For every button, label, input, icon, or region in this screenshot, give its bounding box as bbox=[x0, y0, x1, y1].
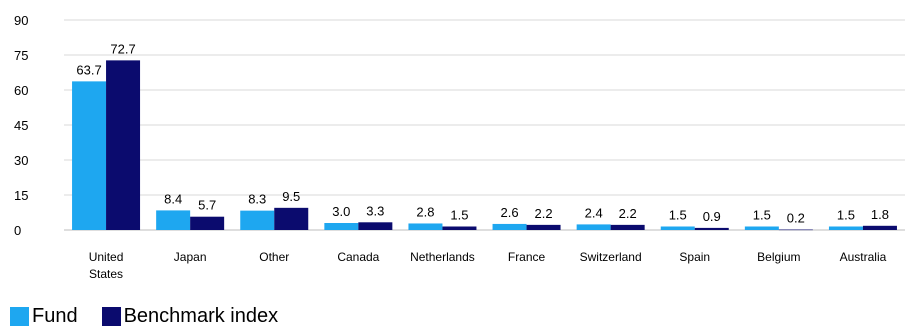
x-tick-label: Belgium bbox=[757, 250, 800, 264]
fund-bar bbox=[660, 226, 695, 230]
benchmark-bar bbox=[694, 227, 729, 230]
legend-label-fund: Fund bbox=[32, 304, 78, 327]
legend: Fund Benchmark index bbox=[10, 305, 302, 327]
benchmark-bar bbox=[274, 207, 309, 230]
benchmark-bar bbox=[778, 229, 813, 231]
x-tick-label: France bbox=[508, 250, 546, 264]
fund-data-label: 63.7 bbox=[76, 62, 101, 77]
bar-chart: 0 15 30 45 60 75 90 63.7 72.7 8.4 5.7 8.3 9.5 3.0 3.3… bbox=[14, 13, 905, 281]
benchmark-bar bbox=[526, 224, 561, 230]
bars bbox=[72, 60, 897, 231]
benchmark-data-label: 3.3 bbox=[366, 203, 384, 218]
x-axis: United States Japan Other Canada Netherlands F… bbox=[89, 250, 887, 281]
x-tick-label: Australia bbox=[840, 250, 887, 264]
fund-bar bbox=[828, 226, 863, 230]
fund-bar bbox=[744, 226, 779, 230]
y-tick-label: 90 bbox=[14, 13, 28, 28]
fund-data-label: 8.3 bbox=[248, 192, 266, 207]
gridlines bbox=[64, 19, 905, 231]
x-tick-label: Switzerland bbox=[580, 250, 642, 264]
x-tick-label: Japan bbox=[174, 250, 207, 264]
y-axis: 0 15 30 45 60 75 90 bbox=[14, 13, 28, 238]
fund-bar bbox=[576, 224, 611, 230]
fund-data-label: 1.5 bbox=[753, 208, 771, 223]
benchmark-data-label: 9.5 bbox=[282, 189, 300, 204]
y-tick-label: 30 bbox=[14, 153, 28, 168]
fund-bar bbox=[72, 81, 107, 230]
y-tick-label: 75 bbox=[14, 48, 28, 63]
fund-data-label: 2.8 bbox=[416, 204, 434, 219]
fund-data-label: 2.4 bbox=[585, 205, 603, 220]
x-tick-label: Netherlands bbox=[410, 250, 475, 264]
benchmark-bar bbox=[442, 226, 477, 230]
x-tick-label: Other bbox=[259, 250, 289, 264]
fund-data-label: 3.0 bbox=[332, 204, 350, 219]
fund-data-label: 8.4 bbox=[164, 191, 182, 206]
data-labels: 63.7 72.7 8.4 5.7 8.3 9.5 3.0 3.3 2.8 1.5 2.6 2.2 2.… bbox=[76, 41, 889, 225]
benchmark-bar bbox=[610, 224, 645, 230]
legend-item-benchmark: Benchmark index bbox=[101, 304, 279, 328]
benchmark-data-label: 72.7 bbox=[110, 41, 135, 56]
fund-bar bbox=[408, 223, 443, 230]
x-tick-label: United States bbox=[89, 250, 124, 281]
y-tick-label: 0 bbox=[14, 223, 21, 238]
benchmark-data-label: 1.8 bbox=[871, 207, 889, 222]
fund-bar bbox=[156, 210, 191, 230]
benchmark-bar bbox=[862, 225, 897, 230]
x-tick-label: Canada bbox=[337, 250, 379, 264]
fund-data-label: 1.5 bbox=[837, 208, 855, 223]
y-tick-label: 15 bbox=[14, 188, 28, 203]
benchmark-data-label: 0.9 bbox=[703, 209, 721, 224]
fund-bar bbox=[324, 223, 359, 230]
legend-swatch-benchmark bbox=[101, 306, 121, 326]
legend-item-fund: Fund bbox=[10, 305, 78, 328]
benchmark-bar bbox=[106, 60, 141, 230]
fund-bar bbox=[492, 223, 527, 230]
benchmark-data-label: 1.5 bbox=[450, 208, 468, 223]
benchmark-data-label: 0.2 bbox=[787, 211, 805, 226]
benchmark-data-label: 2.2 bbox=[619, 206, 637, 221]
legend-label-benchmark: Benchmark index bbox=[123, 304, 279, 327]
legend-swatch-fund bbox=[10, 306, 29, 326]
fund-data-label: 1.5 bbox=[669, 208, 687, 223]
y-tick-label: 60 bbox=[14, 83, 28, 98]
x-tick-label: Spain bbox=[679, 250, 710, 264]
fund-data-label: 2.6 bbox=[501, 205, 519, 220]
fund-bar bbox=[240, 210, 275, 230]
benchmark-data-label: 5.7 bbox=[198, 198, 216, 213]
y-tick-label: 45 bbox=[14, 118, 28, 133]
benchmark-bar bbox=[358, 222, 393, 230]
benchmark-data-label: 2.2 bbox=[535, 206, 553, 221]
benchmark-bar bbox=[190, 216, 225, 230]
